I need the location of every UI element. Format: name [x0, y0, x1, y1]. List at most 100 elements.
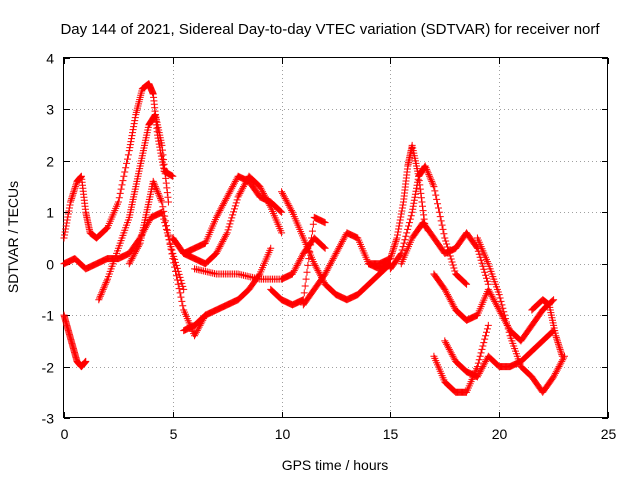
- data-point: [436, 213, 444, 221]
- data-point: [398, 204, 406, 212]
- chart-title: Day 144 of 2021, Sidereal Day-to-day VTE…: [60, 21, 600, 38]
- data-point: [222, 195, 230, 203]
- data-point: [239, 184, 247, 192]
- data-point: [118, 181, 126, 189]
- data-point: [333, 248, 341, 256]
- data-point: [414, 175, 422, 183]
- series-track-18: [430, 321, 492, 396]
- data-point: [230, 208, 238, 216]
- data-point: [225, 223, 233, 231]
- data-point: [429, 181, 437, 189]
- grid: [64, 58, 608, 418]
- data-point: [153, 186, 161, 194]
- data-point: [411, 190, 419, 198]
- data-point: [473, 363, 481, 371]
- data-point: [321, 270, 329, 278]
- data-point: [123, 155, 131, 163]
- data-point: [68, 193, 76, 201]
- data-point: [478, 259, 486, 267]
- data-point: [160, 156, 168, 164]
- data-point: [330, 253, 338, 261]
- y-tick-label: -3: [42, 411, 55, 427]
- data-point: [130, 120, 138, 128]
- data-point: [417, 189, 425, 197]
- data-point: [501, 311, 509, 319]
- data-point: [388, 249, 396, 257]
- data-point: [548, 328, 556, 336]
- data-point: [440, 230, 448, 238]
- data-point: [232, 199, 240, 207]
- data-point: [114, 198, 122, 206]
- data-point: [474, 359, 482, 367]
- data-point: [439, 225, 447, 233]
- x-tick-label: 25: [601, 426, 617, 442]
- data-point: [166, 240, 174, 248]
- data-point: [497, 297, 505, 305]
- data-point: [230, 205, 238, 213]
- data-point: [555, 342, 563, 350]
- data-point: [553, 366, 561, 374]
- data-point: [175, 285, 183, 293]
- data-point: [448, 351, 456, 359]
- data-point: [432, 191, 440, 199]
- data-point: [116, 189, 124, 197]
- data-point: [412, 187, 420, 195]
- data-point: [549, 374, 557, 382]
- data-point: [502, 315, 510, 323]
- data-point: [554, 339, 562, 347]
- data-point: [435, 208, 443, 216]
- data-point: [219, 237, 227, 245]
- data-point: [218, 203, 226, 211]
- data-point: [504, 325, 512, 333]
- data-point: [221, 196, 229, 204]
- data-point: [480, 339, 488, 347]
- data-point: [212, 249, 220, 257]
- data-point: [164, 193, 172, 201]
- data-point: [449, 301, 457, 309]
- data-point: [240, 183, 248, 191]
- data-point: [396, 216, 404, 224]
- data-point: [450, 264, 458, 272]
- series-track-7: [169, 172, 286, 257]
- data-point: [447, 349, 455, 357]
- data-point: [424, 169, 432, 177]
- data-point: [171, 263, 179, 271]
- data-point: [65, 204, 73, 212]
- data-point: [477, 349, 485, 357]
- data-point: [493, 303, 501, 311]
- data-point: [505, 328, 513, 336]
- data-point: [264, 198, 272, 206]
- data-point: [152, 184, 160, 192]
- data-point: [126, 258, 134, 266]
- data-point: [426, 174, 434, 182]
- data-point: [399, 201, 407, 209]
- data-point: [64, 213, 72, 221]
- data-point: [428, 177, 436, 185]
- data-point: [96, 294, 104, 302]
- data-point: [145, 217, 153, 225]
- data-point: [194, 325, 202, 333]
- data-point: [267, 244, 275, 252]
- data-point: [391, 241, 399, 249]
- data-point: [322, 268, 330, 276]
- series-track-2: [60, 311, 90, 371]
- data-point: [238, 186, 246, 194]
- data-point: [159, 161, 167, 169]
- data-point: [394, 228, 402, 236]
- data-point: [431, 187, 439, 195]
- data-point: [451, 267, 459, 275]
- series-track-19: [473, 234, 568, 396]
- data-point: [288, 207, 296, 215]
- data-point: [339, 236, 347, 244]
- data-point: [406, 215, 414, 223]
- data-point: [449, 352, 457, 360]
- data-point: [134, 243, 142, 251]
- data-point: [556, 361, 564, 369]
- x-tick-label: 0: [61, 426, 69, 442]
- data-point: [216, 243, 224, 251]
- data-point: [409, 202, 417, 210]
- data-point: [558, 357, 566, 365]
- data-point: [135, 241, 143, 249]
- data-point: [445, 294, 453, 302]
- data-point: [335, 244, 343, 252]
